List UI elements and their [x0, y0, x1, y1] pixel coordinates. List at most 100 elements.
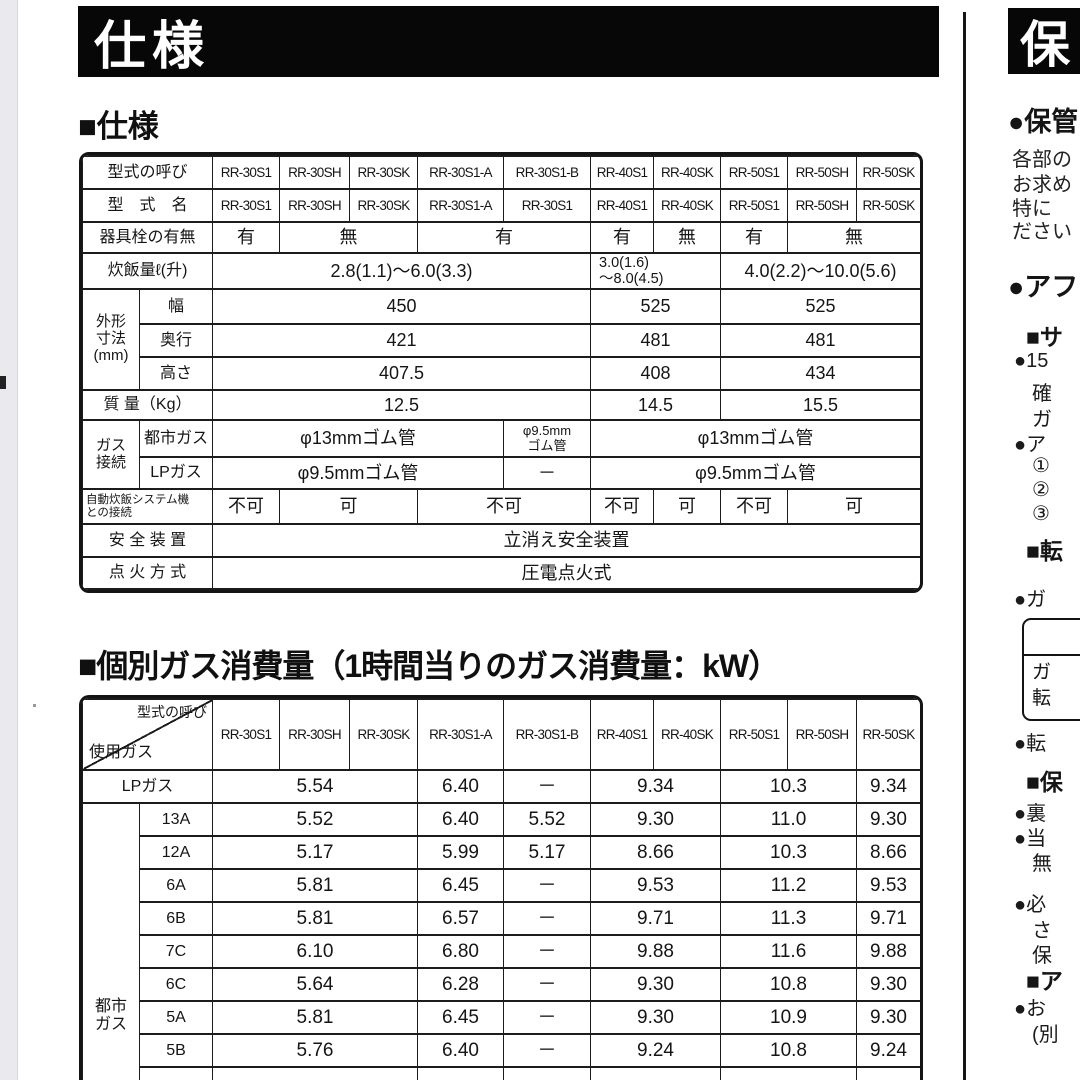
- table-cell: 10.9: [720, 1000, 857, 1035]
- table-cell: RR-40S1: [590, 188, 655, 223]
- table-cell: 12.5: [212, 389, 592, 421]
- table-cell: 5.99: [417, 835, 504, 870]
- spec-table: 型式の呼び RR-30S1 RR-30SH RR-30SK RR-30S1-A RR-30…: [82, 155, 920, 590]
- model-header: RR-30SH: [279, 155, 351, 190]
- model-header: RR-40SK: [653, 698, 721, 771]
- table-cell: 不可: [590, 488, 655, 525]
- table-cell: RR-30S1-A: [417, 188, 505, 223]
- consumption-table: 型式の呼び 使用ガス RR-30S1 RR-30SH RR-30SK RR-30S1-A R…: [82, 698, 920, 1080]
- table-cell: 407.5: [212, 356, 592, 391]
- sidebar-text: ●当: [1014, 828, 1047, 850]
- sidebar-text: ●15: [1014, 350, 1049, 372]
- table-cell: 11.2: [720, 868, 857, 903]
- row-label: 7C: [139, 934, 213, 969]
- table-cell: 5.54: [212, 769, 418, 804]
- table-cell: 9.88: [590, 934, 721, 969]
- table-cell: [417, 1066, 504, 1080]
- model-header: RR-50S1: [720, 155, 789, 190]
- table-cell: 5.52: [212, 802, 418, 837]
- sidebar-text: 無: [1032, 853, 1052, 875]
- row-label: 質 量（Kg）: [82, 389, 214, 421]
- row-label: ガス 接続: [82, 419, 140, 490]
- table-cell: 10.3: [720, 769, 857, 804]
- sidebar-heading: ●アフ: [1008, 272, 1079, 302]
- table-cell: 9.30: [590, 967, 721, 1002]
- table-cell: 有: [720, 221, 789, 254]
- table-cell: 不可: [720, 488, 789, 525]
- row-label: 器具栓の有無: [82, 221, 214, 254]
- table-cell: －: [503, 456, 592, 490]
- model-header: RR-50SH: [787, 698, 857, 771]
- model-header: RR-40SK: [653, 155, 722, 190]
- model-header: RR-30S1-B: [503, 698, 591, 771]
- sidebar-text: ●転: [1014, 733, 1047, 755]
- model-header: RR-30SH: [279, 698, 350, 771]
- row-label: 安 全 装 置: [82, 523, 214, 558]
- sidebar-text: ●必: [1014, 894, 1047, 916]
- diagonal-header-top: 型式の呼び: [137, 704, 207, 720]
- sidebar-text: 特に: [1012, 198, 1052, 220]
- sidebar-subheading: ■転: [1026, 538, 1063, 564]
- model-header: RR-30SK: [349, 155, 419, 190]
- row-label: 5B: [139, 1033, 213, 1068]
- table-cell: 6.40: [417, 1033, 504, 1068]
- table-cell: 6.28: [417, 967, 504, 1002]
- sidebar-text: ①: [1032, 455, 1050, 477]
- model-header: RR-50S1: [720, 698, 788, 771]
- table-cell: 有: [212, 221, 281, 254]
- table-cell: 11.0: [720, 802, 857, 837]
- table-cell: －: [503, 967, 591, 1002]
- row-label: 型式の呼び: [82, 155, 214, 190]
- table-cell: 5.76: [212, 1033, 418, 1068]
- table-cell: φ9.5mmゴム管: [590, 456, 920, 490]
- table-cell: 立消え安全装置: [212, 523, 920, 558]
- model-header: RR-40S1: [590, 698, 654, 771]
- sidebar-text: 保: [1032, 945, 1052, 967]
- table-cell: －: [503, 1033, 591, 1068]
- table-cell: 421: [212, 323, 592, 358]
- table-cell: 5.81: [212, 1000, 418, 1035]
- row-label: 12A: [139, 835, 213, 870]
- table-cell: [503, 1066, 591, 1080]
- diagram-box-line: ガ: [1032, 662, 1052, 683]
- table-cell: 5.17: [503, 835, 591, 870]
- table-cell: 不可: [417, 488, 592, 525]
- model-header: RR-30S1: [212, 155, 281, 190]
- table-cell: 5.81: [212, 868, 418, 903]
- scan-artifact: [33, 704, 36, 707]
- table-cell: [720, 1066, 857, 1080]
- table-cell: 14.5: [590, 389, 722, 421]
- sidebar-text: ださい: [1012, 221, 1072, 243]
- table-cell: 8.66: [590, 835, 721, 870]
- table-cell: －: [503, 868, 591, 903]
- row-label: 奥行: [138, 323, 214, 358]
- table-cell: 9.30: [856, 967, 920, 1002]
- table-cell: 10.8: [720, 967, 857, 1002]
- sidebar-text: ③: [1032, 503, 1050, 525]
- table-cell: 有: [417, 221, 592, 254]
- table-cell: RR-50SK: [856, 188, 920, 223]
- spec-section-heading: ■仕様: [78, 109, 159, 144]
- sidebar-subheading: ■保: [1026, 769, 1063, 795]
- consumption-section-heading: ■個別ガス消費量（1時間当りのガス消費量：kW）: [78, 648, 780, 684]
- scan-artifact: [0, 376, 6, 389]
- table-cell: RR-30S1: [503, 188, 592, 223]
- row-label: 外形 寸法 (mm): [82, 288, 140, 391]
- row-label: 炊飯量ℓ(升): [82, 252, 214, 290]
- table-cell: 450: [212, 288, 592, 325]
- model-header: RR-30S1-A: [417, 155, 505, 190]
- table-cell: 5.64: [212, 967, 418, 1002]
- table-cell: 9.71: [590, 901, 721, 936]
- table-cell: 408: [590, 356, 722, 391]
- table-cell: 11.6: [720, 934, 857, 969]
- table-cell: 圧電点火式: [212, 556, 920, 590]
- table-cell: 可: [787, 488, 920, 525]
- table-cell: 481: [590, 323, 722, 358]
- table-cell: 9.30: [856, 1000, 920, 1035]
- sidebar-text: ●裏: [1014, 803, 1047, 825]
- table-cell: 9.24: [856, 1033, 920, 1068]
- sidebar-text: ●お: [1014, 998, 1047, 1020]
- row-label: 点 火 方 式: [82, 556, 214, 590]
- row-label: 自動炊飯システム機 との接続: [82, 488, 214, 525]
